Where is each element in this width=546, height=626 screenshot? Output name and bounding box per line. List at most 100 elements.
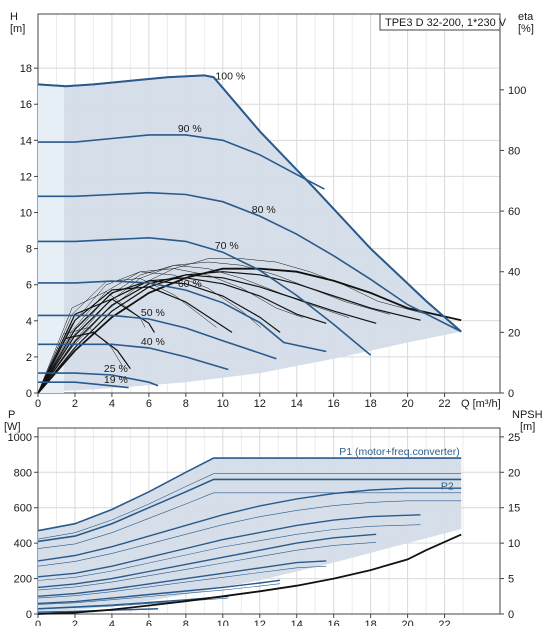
bottom-x-tick-label: 14 [291, 619, 303, 626]
top-x-tick-label: 18 [365, 398, 377, 410]
npsh-axis-label: NPSH [512, 409, 543, 421]
head-curve-40pct [38, 343, 229, 371]
bottom-y-tick-label: 800 [14, 467, 32, 479]
bottom-y2-tick-label: 15 [508, 503, 520, 515]
top-x-tick-label: 10 [217, 398, 229, 410]
y2-axis-label: eta [518, 11, 534, 23]
efficiency-curve [37, 274, 377, 394]
title-box [379, 13, 501, 31]
bottom-frame [37, 427, 501, 615]
top-y2-tick-label: 100 [508, 85, 526, 97]
power-curve-thin [37, 542, 377, 591]
bottom-y2-tick-label: 20 [508, 467, 520, 479]
bottom-y-tick-label: 1000 [8, 432, 32, 444]
top-y-tick-label: 16 [20, 99, 32, 111]
power-curve-thin [37, 524, 421, 581]
top-y-tick-label: 4 [26, 316, 32, 328]
top-y-tick-label: 0 [26, 388, 32, 400]
top-y-tick-label: 2 [26, 352, 32, 364]
top-x-tick-label: 16 [328, 398, 340, 410]
bottom-x-tick-label: 18 [365, 619, 377, 626]
bottom-x-tick-label: 22 [438, 619, 450, 626]
efficiency-curve-thin [37, 327, 124, 394]
top-y-tick-label: 12 [20, 171, 32, 183]
power-curve-thin [37, 500, 462, 567]
npsh-axis-unit: [m] [520, 421, 535, 433]
bottom-y2-tick-label: 5 [508, 574, 514, 586]
efficiency-curve [37, 267, 462, 394]
power-curve [37, 478, 462, 543]
bottom-x-tick-label: 20 [401, 619, 413, 626]
top-x-tick-label: 4 [109, 398, 115, 410]
head-curve-19pct [38, 381, 129, 389]
efficiency-curve-thin [37, 261, 390, 394]
p-axis-label: P [8, 409, 15, 421]
power-curve [37, 595, 229, 610]
bottom-y2-tick-label: 0 [508, 609, 514, 621]
p2-label: P2 [441, 480, 454, 492]
power-curve-thin [37, 492, 462, 549]
bottom-x-tick-label: 16 [328, 619, 340, 626]
power-curve [37, 487, 462, 562]
head-curve-80pct [38, 191, 462, 333]
speed-label: 90 % [178, 123, 202, 135]
bottom-y-tick-label: 600 [14, 503, 32, 515]
power-curve [37, 533, 377, 589]
speed-label: 19 % [104, 374, 128, 386]
power-curve [37, 560, 327, 597]
speed-label: 60 % [178, 278, 202, 290]
y-axis-unit: [m] [10, 23, 25, 35]
power-curve-thin [37, 565, 327, 599]
speed-label: 100 % [215, 70, 245, 82]
y-axis-label: H [10, 11, 18, 23]
top-y-tick-label: 10 [20, 208, 32, 220]
p-axis-unit: [W] [4, 421, 21, 433]
bottom-y2-tick-label: 10 [508, 538, 520, 550]
efficiency-curve [37, 280, 281, 394]
top-y2-tick-label: 40 [508, 267, 520, 279]
speed-label: 40 % [141, 336, 165, 348]
max-head-curve [37, 74, 462, 333]
top-x-tick-label: 12 [254, 398, 266, 410]
x-axis-label: Q [m³/h] [461, 398, 501, 410]
efficiency-curve [37, 277, 327, 394]
bottom-y-tick-label: 0 [26, 609, 32, 621]
low-flow-strip [38, 84, 64, 393]
head-curve-60pct [38, 280, 327, 353]
speed-label: 25 % [104, 363, 128, 375]
efficiency-curve [37, 298, 155, 394]
top-x-tick-label: 6 [146, 398, 152, 410]
efficiency-curve-thin [37, 268, 304, 394]
bottom-y-tick-label: 200 [14, 574, 32, 586]
operating-area [38, 75, 462, 393]
top-y-tick-label: 8 [26, 244, 32, 256]
top-y2-tick-label: 20 [508, 327, 520, 339]
power-curve [37, 579, 281, 605]
head-curve-70pct [38, 236, 372, 356]
efficiency-curve-thin [37, 291, 146, 394]
power-curve-thin [37, 473, 462, 540]
top-x-tick-label: 22 [438, 398, 450, 410]
top-x-tick-label: 0 [35, 398, 41, 410]
bottom-x-tick-label: 4 [109, 619, 115, 626]
p1-label: P1 (motor+freq.converter) [339, 446, 460, 458]
efficiency-curve-thin [37, 265, 350, 394]
speed-label: 50 % [141, 307, 165, 319]
bottom-x-tick-label: 10 [217, 619, 229, 626]
power-curve-thin [37, 583, 281, 605]
power-curve [37, 514, 421, 578]
top-x-tick-label: 8 [183, 398, 189, 410]
head-curve-90pct [38, 134, 325, 190]
bottom-x-tick-label: 2 [72, 619, 78, 626]
bottom-x-tick-label: 0 [35, 619, 41, 626]
speed-label: 70 % [215, 240, 239, 252]
bottom-x-tick-label: 8 [183, 619, 189, 626]
speed-label: 80 % [252, 204, 276, 216]
head-curve-panel: 0 2 4 6 8 10 12 14 16 18 20 22 0 2 4 6 8 10 12 14 16 18 0 20 40 6… [10, 11, 534, 410]
y2-axis-unit: [%] [518, 23, 534, 35]
efficiency-curve-thin [37, 278, 217, 394]
bottom-y-tick-label: 400 [14, 538, 32, 550]
efficiency-curve [37, 331, 131, 394]
top-y-tick-label: 18 [20, 63, 32, 75]
chart-title: TPE3 D 32-200, 1*230 V [385, 17, 507, 29]
